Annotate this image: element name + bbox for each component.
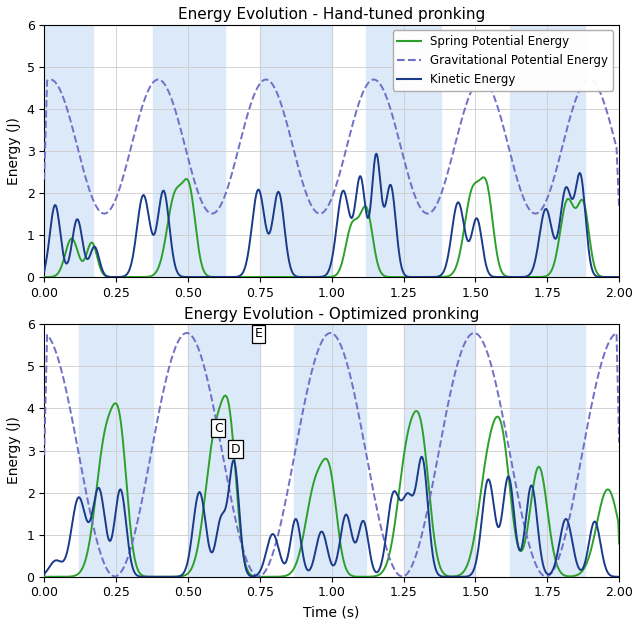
Bar (510, 24, 584, 277)
Title: Energy Evolution - Hand-tuned pronking: Energy Evolution - Hand-tuned pronking (178, 7, 485, 22)
Bar (154, 24, 225, 277)
Y-axis label: Energy (J): Energy (J) (7, 416, 21, 485)
Text: C: C (214, 421, 223, 434)
Bar (44, 24, 93, 277)
Bar (404, 324, 476, 577)
Y-axis label: Energy (J): Energy (J) (7, 117, 21, 185)
Bar (79, 324, 154, 577)
Bar (188, 324, 260, 577)
Legend: Spring Potential Energy, Gravitational Potential Energy, Kinetic Energy: Spring Potential Energy, Gravitational P… (393, 31, 613, 91)
Bar (510, 324, 584, 577)
X-axis label: Time (s): Time (s) (303, 605, 360, 619)
Bar (366, 24, 441, 277)
Text: D: D (230, 443, 240, 456)
Title: Energy Evolution - Optimized pronking: Energy Evolution - Optimized pronking (184, 307, 479, 322)
Bar (294, 324, 366, 577)
Bar (260, 24, 332, 277)
Text: E: E (255, 327, 262, 341)
